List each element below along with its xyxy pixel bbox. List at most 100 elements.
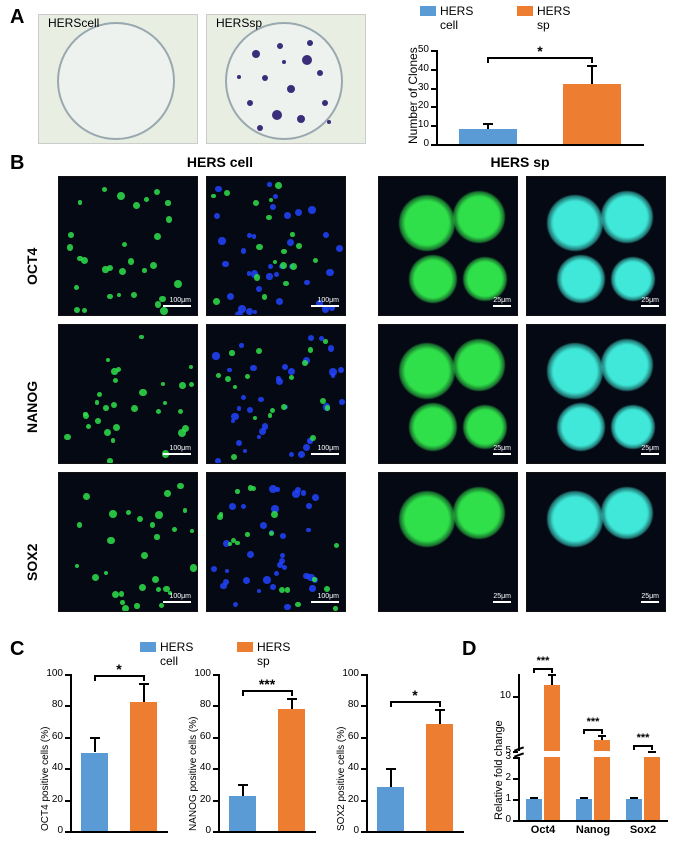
micrograph: 25μm xyxy=(526,324,666,464)
micro-cell xyxy=(178,429,186,437)
micro-cell xyxy=(97,392,102,397)
y-tick xyxy=(513,696,518,698)
micro-cell xyxy=(268,264,273,269)
dish-hers-sp-circle xyxy=(225,22,343,140)
micro-cell xyxy=(225,569,230,574)
micro-cell xyxy=(276,298,283,305)
micro-cell xyxy=(326,269,333,276)
micro-cell xyxy=(306,503,312,509)
y-axis-title: Number of Clones xyxy=(406,47,420,144)
bar xyxy=(426,724,453,831)
micro-cell xyxy=(165,200,170,205)
y-tick xyxy=(213,831,218,833)
micro-cell xyxy=(120,600,125,605)
sig-bracket-tick xyxy=(651,745,653,750)
micro-cell xyxy=(274,571,279,576)
bar xyxy=(278,709,305,831)
micro-cell xyxy=(284,604,290,610)
sig-star: *** xyxy=(252,676,282,692)
error-cap xyxy=(580,797,588,799)
micro-cell xyxy=(225,376,231,382)
error-bar xyxy=(390,768,392,787)
legend-swatch xyxy=(237,642,253,652)
micro-cell xyxy=(266,215,271,220)
micro-cell xyxy=(324,586,330,592)
bar xyxy=(544,685,560,751)
micro-cell xyxy=(288,368,295,375)
dish-hers-sp-title: HERSsp xyxy=(216,16,262,30)
micrograph: 25μm xyxy=(526,176,666,316)
y-axis xyxy=(436,50,438,144)
y-tick-label: 100 xyxy=(180,668,211,679)
micrograph: 100μm xyxy=(206,176,346,316)
micro-cell xyxy=(142,268,146,272)
micro-cell xyxy=(266,273,272,279)
x-axis xyxy=(70,831,168,833)
micro-cell xyxy=(292,490,300,498)
scale-text: 25μm xyxy=(493,593,511,600)
micro-cell xyxy=(95,418,101,424)
cluster xyxy=(453,339,505,391)
micro-cell xyxy=(245,532,250,537)
micro-cell xyxy=(215,458,221,464)
sig-star: * xyxy=(400,687,430,703)
y-tick xyxy=(213,674,218,676)
micro-cell xyxy=(334,543,339,548)
micro-cell xyxy=(190,529,194,533)
y-tick xyxy=(361,768,366,770)
cluster xyxy=(601,339,653,391)
micro-cell xyxy=(323,339,328,344)
y-tick xyxy=(65,768,70,770)
bar xyxy=(563,84,620,144)
scale-text: 25μm xyxy=(641,445,659,452)
y-tick xyxy=(213,768,218,770)
micro-cell xyxy=(254,274,260,280)
micro-cell xyxy=(329,368,337,376)
micro-cell xyxy=(119,268,126,275)
micro-cell xyxy=(235,541,240,546)
micro-cell xyxy=(82,308,87,313)
micro-cell xyxy=(283,281,289,287)
cluster xyxy=(557,255,605,303)
colony-dot xyxy=(247,100,253,106)
dish1-title-text: HERScell xyxy=(48,16,99,30)
y-tick xyxy=(361,800,366,802)
error-cap xyxy=(587,65,597,67)
sig-star: * xyxy=(525,43,555,59)
micro-cell xyxy=(166,216,172,222)
micro-cell xyxy=(245,374,250,379)
micro-cell xyxy=(308,347,314,353)
micro-cell xyxy=(243,577,250,584)
micro-cell xyxy=(75,564,79,568)
x-axis xyxy=(366,831,464,833)
scale-bar xyxy=(311,305,339,307)
micro-cell xyxy=(284,212,291,219)
y-tick xyxy=(361,831,366,833)
micro-cell xyxy=(222,261,229,268)
micro-cell xyxy=(219,512,223,516)
micro-cell xyxy=(231,454,237,460)
micro-cell xyxy=(281,249,287,255)
bar xyxy=(594,740,610,751)
micro-cell xyxy=(218,237,225,244)
micro-cell xyxy=(102,266,108,272)
micro-cell xyxy=(83,413,89,419)
micro-cell xyxy=(257,435,261,439)
legend-text: HERS sp xyxy=(537,4,570,32)
y-tick xyxy=(431,144,436,146)
micro-cell xyxy=(139,389,146,396)
micro-cell xyxy=(290,232,294,236)
micrograph: 25μm xyxy=(378,324,518,464)
micro-cell xyxy=(241,395,246,400)
scale-text: 25μm xyxy=(641,297,659,304)
scale-text: 100μm xyxy=(169,297,191,304)
y-tick xyxy=(213,737,218,739)
micro-cell xyxy=(126,510,131,515)
micro-cell xyxy=(302,360,308,366)
colony-dot xyxy=(252,50,260,58)
micro-cell xyxy=(152,576,159,583)
colony-dot xyxy=(327,120,331,124)
micro-cell xyxy=(133,202,140,209)
colony-dot xyxy=(287,85,295,93)
micro-cell xyxy=(253,200,259,206)
